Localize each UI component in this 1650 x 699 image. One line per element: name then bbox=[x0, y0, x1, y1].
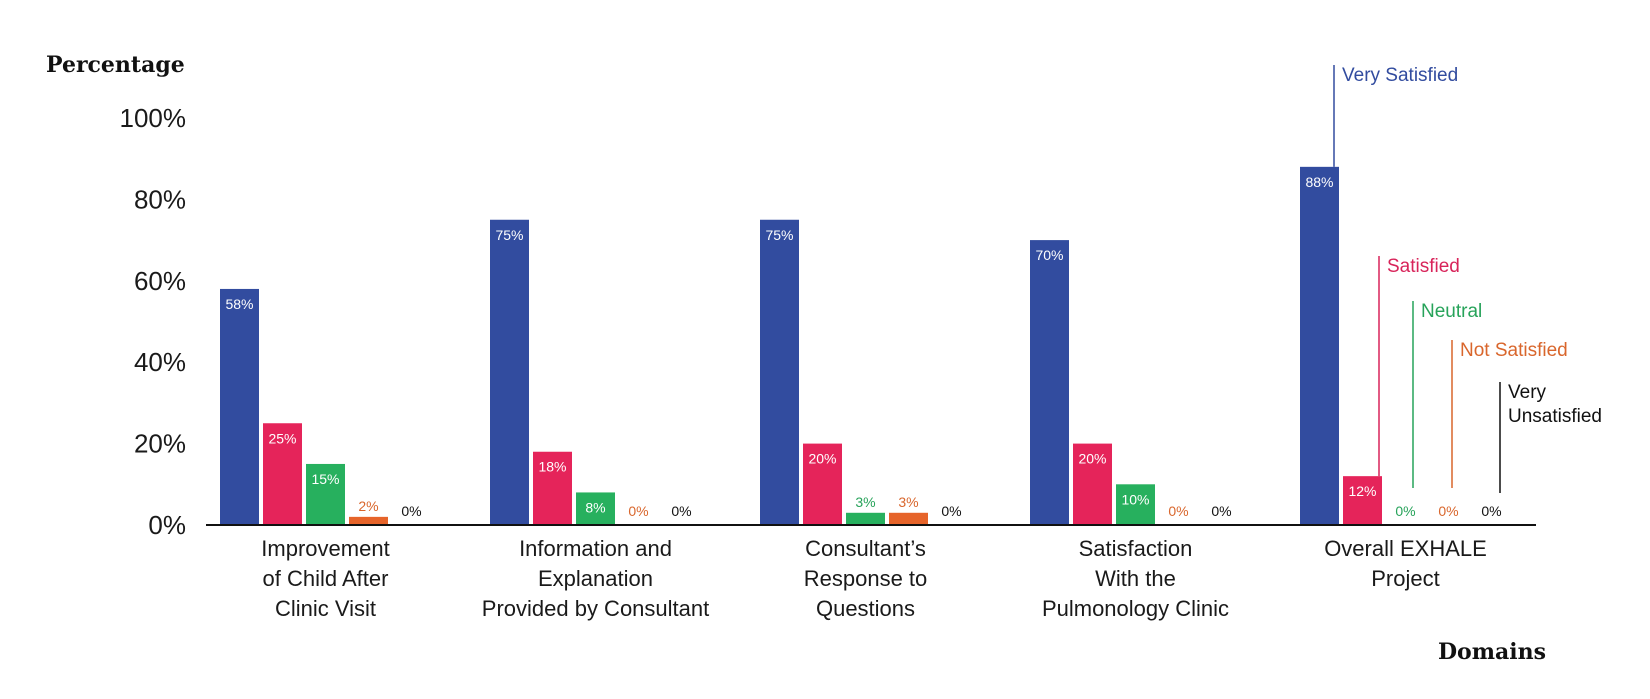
data-label: 3% bbox=[855, 494, 875, 510]
bar-not-satisfied bbox=[889, 512, 928, 525]
y-tick-label: 60% bbox=[134, 266, 186, 296]
data-label: 0% bbox=[941, 503, 961, 519]
data-label: 88% bbox=[1305, 174, 1333, 190]
data-label: 3% bbox=[898, 494, 918, 510]
bar-not-satisfied bbox=[349, 516, 388, 525]
legend-label-not-satisfied: Not Satisfied bbox=[1460, 340, 1568, 361]
y-axis-ticks: 0% 20% 40% 60% 80% 100% bbox=[120, 103, 187, 540]
bar-neutral bbox=[846, 512, 885, 525]
bar-satisfied bbox=[263, 423, 302, 525]
legend: Very Satisfied Satisfied Neutral Not Satisf… bbox=[1333, 65, 1602, 493]
bar-satisfied bbox=[533, 451, 572, 525]
data-label: 58% bbox=[225, 296, 253, 312]
x-axis-title: Domains bbox=[1438, 639, 1546, 665]
data-label: 2% bbox=[358, 498, 378, 514]
y-tick-label: 20% bbox=[134, 429, 186, 459]
data-label: 20% bbox=[1078, 451, 1106, 467]
category-label: Overall EXHALE Project bbox=[1324, 536, 1487, 591]
data-label: 20% bbox=[808, 451, 836, 467]
bar-very-satisfied bbox=[490, 219, 529, 525]
bar-satisfied bbox=[1073, 443, 1112, 525]
data-label: 0% bbox=[1168, 503, 1188, 519]
bars bbox=[220, 166, 1382, 525]
category-label: Consultant’s Response to Questions bbox=[804, 536, 928, 621]
bar-satisfied bbox=[803, 443, 842, 525]
legend-label-satisfied: Satisfied bbox=[1387, 256, 1460, 277]
data-label: 18% bbox=[538, 459, 566, 475]
legend-label-neutral: Neutral bbox=[1421, 301, 1482, 322]
data-label: 0% bbox=[1481, 503, 1501, 519]
bar-neutral bbox=[1116, 484, 1155, 525]
y-axis-title: Percentage bbox=[46, 52, 185, 78]
data-label: 75% bbox=[765, 227, 793, 243]
category-label: Satisfaction With the Pulmonology Clinic bbox=[1042, 536, 1229, 621]
category-labels: Improvement of Child After Clinic Visit Inf… bbox=[261, 536, 1487, 621]
category-label: Improvement of Child After Clinic Visit bbox=[261, 536, 389, 621]
bar-neutral bbox=[576, 492, 615, 525]
y-tick-label: 0% bbox=[148, 510, 186, 540]
data-label: 15% bbox=[311, 471, 339, 487]
y-tick-label: 100% bbox=[120, 103, 187, 133]
data-label: 0% bbox=[628, 503, 648, 519]
bar-satisfied bbox=[1343, 476, 1382, 525]
data-label: 75% bbox=[495, 227, 523, 243]
legend-label-very-satisfied: Very Satisfied bbox=[1342, 65, 1458, 86]
legend-label-very-unsatisfied: Very Unsatisfied bbox=[1508, 382, 1602, 427]
bar-very-satisfied bbox=[1300, 166, 1339, 525]
data-labels: 58% 25% 15% 2% 0% 75% 18% 8% 0% 0% 75% 20% 3% 3% 0% 70%… bbox=[225, 174, 1501, 519]
data-label: 0% bbox=[1438, 503, 1458, 519]
data-label: 12% bbox=[1348, 483, 1376, 499]
y-tick-label: 40% bbox=[134, 347, 186, 377]
bar-very-satisfied bbox=[220, 288, 259, 525]
data-label: 10% bbox=[1121, 491, 1149, 507]
data-label: 0% bbox=[401, 503, 421, 519]
bar-neutral bbox=[306, 463, 345, 525]
data-label: 0% bbox=[1395, 503, 1415, 519]
data-label: 70% bbox=[1035, 247, 1063, 263]
category-label: Information and Explanation Provided by Co… bbox=[482, 536, 709, 621]
bar-very-satisfied bbox=[760, 219, 799, 525]
bar-very-satisfied bbox=[1030, 240, 1069, 525]
y-tick-label: 80% bbox=[134, 184, 186, 214]
data-label: 25% bbox=[268, 430, 296, 446]
data-label: 0% bbox=[1211, 503, 1231, 519]
data-label: 8% bbox=[585, 499, 605, 515]
data-label: 0% bbox=[671, 503, 691, 519]
